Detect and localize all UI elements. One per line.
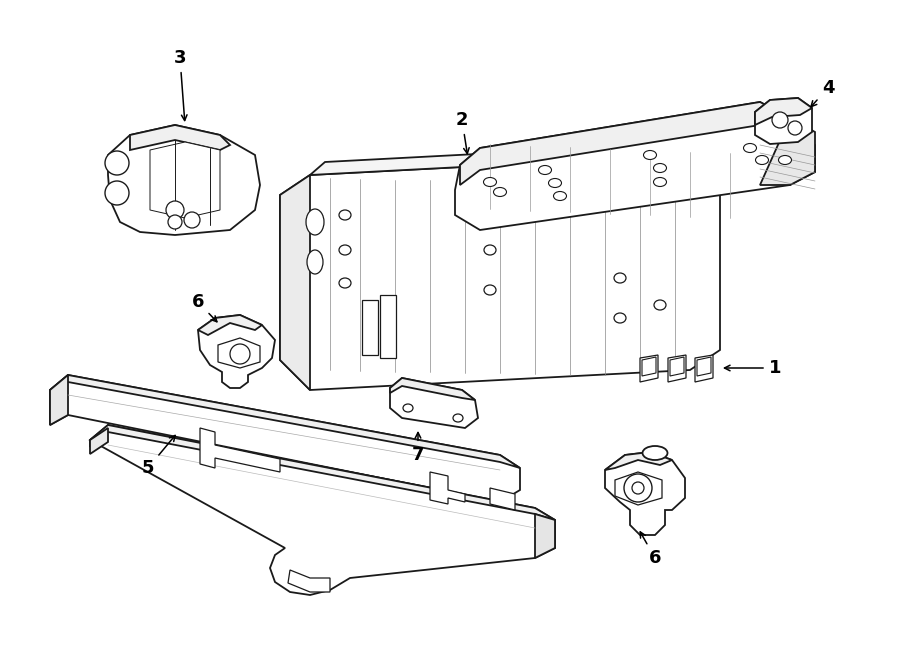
Ellipse shape — [654, 300, 666, 310]
Polygon shape — [50, 375, 520, 468]
Polygon shape — [150, 142, 220, 218]
Polygon shape — [362, 300, 378, 355]
Ellipse shape — [755, 155, 769, 165]
Polygon shape — [218, 338, 260, 368]
Polygon shape — [310, 142, 720, 175]
Polygon shape — [755, 98, 812, 144]
Ellipse shape — [484, 285, 496, 295]
Polygon shape — [460, 102, 790, 185]
Polygon shape — [390, 378, 478, 428]
Circle shape — [166, 201, 184, 219]
Polygon shape — [280, 175, 310, 390]
Circle shape — [105, 151, 129, 175]
Polygon shape — [605, 452, 685, 535]
Ellipse shape — [548, 178, 562, 188]
Circle shape — [168, 215, 182, 229]
Polygon shape — [642, 357, 656, 376]
Polygon shape — [288, 570, 330, 592]
Polygon shape — [130, 125, 230, 150]
Ellipse shape — [644, 151, 656, 159]
Ellipse shape — [653, 163, 667, 173]
Text: 2: 2 — [455, 111, 469, 153]
Ellipse shape — [453, 414, 463, 422]
Polygon shape — [535, 514, 555, 558]
Ellipse shape — [554, 192, 566, 200]
Ellipse shape — [538, 165, 552, 175]
Circle shape — [632, 482, 644, 494]
Polygon shape — [198, 315, 262, 335]
Polygon shape — [668, 355, 686, 382]
Circle shape — [184, 212, 200, 228]
Polygon shape — [755, 98, 812, 125]
Text: 5: 5 — [142, 436, 176, 477]
Ellipse shape — [339, 278, 351, 288]
Text: 1: 1 — [724, 359, 781, 377]
Ellipse shape — [743, 143, 757, 153]
Text: 4: 4 — [811, 79, 834, 106]
Polygon shape — [490, 488, 515, 510]
Ellipse shape — [339, 245, 351, 255]
Polygon shape — [90, 425, 555, 595]
Polygon shape — [697, 357, 711, 376]
Polygon shape — [90, 425, 555, 520]
Polygon shape — [50, 375, 520, 502]
Polygon shape — [198, 315, 275, 388]
Polygon shape — [380, 295, 396, 358]
Circle shape — [230, 344, 250, 364]
Text: 6: 6 — [192, 293, 217, 322]
Ellipse shape — [653, 178, 667, 186]
Ellipse shape — [614, 273, 626, 283]
Ellipse shape — [307, 250, 323, 274]
Ellipse shape — [483, 178, 497, 186]
Polygon shape — [455, 102, 815, 230]
Text: 6: 6 — [640, 532, 662, 567]
Ellipse shape — [403, 404, 413, 412]
Polygon shape — [760, 118, 815, 185]
Polygon shape — [670, 357, 684, 376]
Text: 7: 7 — [412, 432, 424, 464]
Circle shape — [624, 474, 652, 502]
Ellipse shape — [614, 313, 626, 323]
Ellipse shape — [493, 188, 507, 196]
Polygon shape — [430, 472, 465, 504]
Circle shape — [788, 121, 802, 135]
Polygon shape — [695, 355, 713, 382]
Polygon shape — [640, 355, 658, 382]
Ellipse shape — [778, 155, 791, 165]
Circle shape — [772, 112, 788, 128]
Polygon shape — [50, 375, 68, 425]
Ellipse shape — [339, 210, 351, 220]
Text: 3: 3 — [174, 49, 187, 120]
Ellipse shape — [484, 245, 496, 255]
Polygon shape — [390, 378, 475, 400]
Polygon shape — [200, 428, 280, 472]
Ellipse shape — [306, 209, 324, 235]
Polygon shape — [615, 472, 662, 505]
Ellipse shape — [643, 446, 668, 460]
Circle shape — [105, 181, 129, 205]
Polygon shape — [108, 125, 260, 235]
Polygon shape — [280, 155, 720, 390]
Polygon shape — [90, 428, 108, 454]
Polygon shape — [605, 452, 672, 470]
